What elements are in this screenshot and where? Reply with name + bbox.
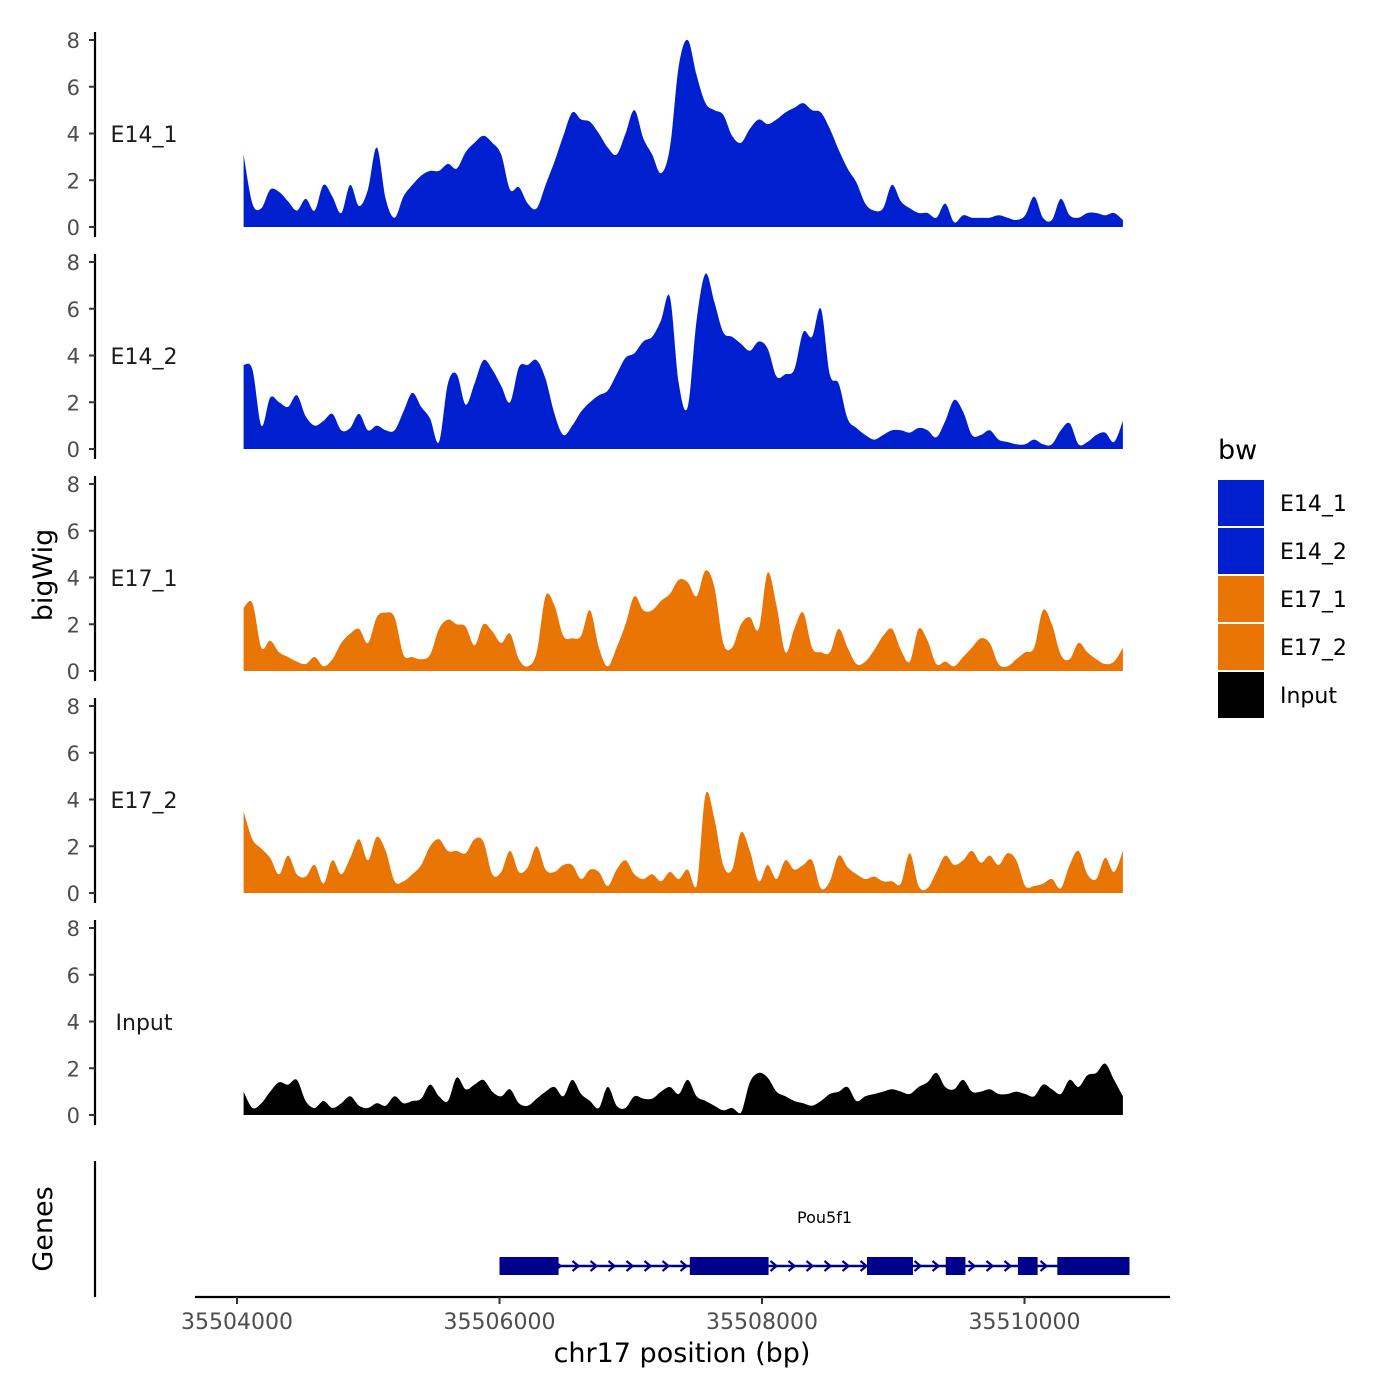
legend-items: E14_1 E14_2 E17_1 E17_2 Input xyxy=(1218,480,1347,718)
y-tick-label: 8 xyxy=(67,695,80,719)
legend-label: E17_2 xyxy=(1280,636,1347,661)
track-label: E17_1 xyxy=(111,567,178,592)
coverage-area-e14-1 xyxy=(243,39,1123,227)
y-tick-label: 0 xyxy=(67,1104,80,1128)
y-tick-label: 6 xyxy=(67,76,80,100)
strand-arrow xyxy=(607,1260,617,1272)
y-tick-label: 8 xyxy=(67,29,80,53)
track-e14-1: 0 2 4 6 8 E14_1 xyxy=(67,29,1123,240)
y-tick-label: 2 xyxy=(67,835,80,859)
genes-panel: Genes Pou5f1 xyxy=(28,1161,1130,1297)
y-tick-label: 6 xyxy=(67,964,80,988)
y-tick-label: 6 xyxy=(67,742,80,766)
strand-arrow xyxy=(661,1260,671,1272)
track-input: 0 2 4 6 8 Input xyxy=(67,917,1123,1128)
strand-arrow xyxy=(589,1260,599,1272)
track-e14-2: 0 2 4 6 8 E14_2 xyxy=(67,251,1123,462)
y-tick-label: 0 xyxy=(67,438,80,462)
y-tick-label: 8 xyxy=(67,251,80,275)
strand-arrow xyxy=(1039,1260,1049,1272)
legend-label: E14_2 xyxy=(1280,540,1347,565)
x-tick-label: 35504000 xyxy=(181,1310,293,1335)
strand-arrow xyxy=(841,1260,851,1272)
strand-arrow xyxy=(931,1260,941,1272)
strand-arrow xyxy=(823,1260,833,1272)
track-label: E14_1 xyxy=(111,123,178,148)
legend-key-e17-2 xyxy=(1218,624,1264,670)
strand-arrow xyxy=(679,1260,689,1272)
y-tick-label: 4 xyxy=(67,123,80,147)
y-tick-label: 6 xyxy=(67,298,80,322)
x-tick-label: 35510000 xyxy=(969,1310,1081,1335)
legend-key-e14-1 xyxy=(1218,480,1264,526)
gene-model xyxy=(499,1257,1130,1275)
strand-arrow xyxy=(769,1260,779,1272)
y-tick-label: 8 xyxy=(67,473,80,497)
y-tick-label: 0 xyxy=(67,660,80,684)
exon-block xyxy=(867,1257,913,1275)
genes-axis-title: Genes xyxy=(28,1186,59,1271)
legend: bw E14_1 E14_2 E17_1 E17_2 Input xyxy=(1218,435,1347,718)
y-tick-label: 2 xyxy=(67,391,80,415)
track-e17-2: 0 2 4 6 8 E17_2 xyxy=(67,695,1123,906)
coverage-area-input xyxy=(243,1063,1123,1115)
exon-block xyxy=(1057,1257,1130,1275)
strand-arrow xyxy=(643,1260,653,1272)
exon-block xyxy=(945,1257,966,1275)
y-tick-label: 4 xyxy=(67,567,80,591)
strand-arrow xyxy=(967,1260,977,1272)
strand-arrow xyxy=(913,1260,923,1272)
strand-arrow xyxy=(787,1260,797,1272)
exon-block xyxy=(1017,1257,1038,1275)
y-tick-label: 4 xyxy=(67,1011,80,1035)
legend-key-e14-2 xyxy=(1218,528,1264,574)
strand-arrow xyxy=(625,1260,635,1272)
legend-key-input xyxy=(1218,672,1264,718)
exon-block xyxy=(689,1257,769,1275)
track-panels: 0 2 4 6 8 E14_1 0 2 4 6 8 E14_2 0 2 4 6 8 E17_1 0 2 4 6 8 E17_2… xyxy=(67,29,1123,1128)
coverage-area-e17-1 xyxy=(243,570,1123,671)
y-tick-label: 2 xyxy=(67,169,80,193)
y-tick-label: 6 xyxy=(67,520,80,544)
coverage-area-e14-2 xyxy=(243,273,1123,449)
track-label: Input xyxy=(116,1011,173,1036)
y-tick-label: 4 xyxy=(67,345,80,369)
coverage-area-e17-2 xyxy=(243,791,1123,893)
x-axis: 35504000 35506000 35508000 35510000 chr17 p… xyxy=(181,1295,1170,1369)
x-tick-label: 35506000 xyxy=(444,1310,556,1335)
gene-label: Pou5f1 xyxy=(797,1208,852,1227)
track-e17-1: 0 2 4 6 8 E17_1 xyxy=(67,473,1123,684)
x-tick-label: 35508000 xyxy=(706,1310,818,1335)
y-tick-label: 2 xyxy=(67,1057,80,1081)
strand-arrow xyxy=(805,1260,815,1272)
y-tick-label: 0 xyxy=(67,216,80,240)
strand-arrow xyxy=(985,1260,995,1272)
legend-key-e17-1 xyxy=(1218,576,1264,622)
y-tick-label: 8 xyxy=(67,917,80,941)
track-label: E14_2 xyxy=(111,345,178,370)
exon-block xyxy=(499,1257,559,1275)
strand-arrow xyxy=(1003,1260,1013,1272)
legend-title: bw xyxy=(1218,435,1257,466)
legend-label: E14_1 xyxy=(1280,492,1347,517)
strand-arrow xyxy=(859,1260,869,1272)
x-axis-title: chr17 position (bp) xyxy=(554,1338,811,1369)
y-axis-title: bigWig xyxy=(28,529,59,622)
y-tick-label: 4 xyxy=(67,789,80,813)
strand-arrow xyxy=(571,1260,581,1272)
y-tick-label: 2 xyxy=(67,613,80,637)
track-label: E17_2 xyxy=(111,789,178,814)
y-tick-label: 0 xyxy=(67,882,80,906)
legend-label: Input xyxy=(1280,684,1337,709)
legend-label: E17_1 xyxy=(1280,588,1347,613)
x-ticks: 35504000 35506000 35508000 35510000 xyxy=(181,1297,1080,1335)
